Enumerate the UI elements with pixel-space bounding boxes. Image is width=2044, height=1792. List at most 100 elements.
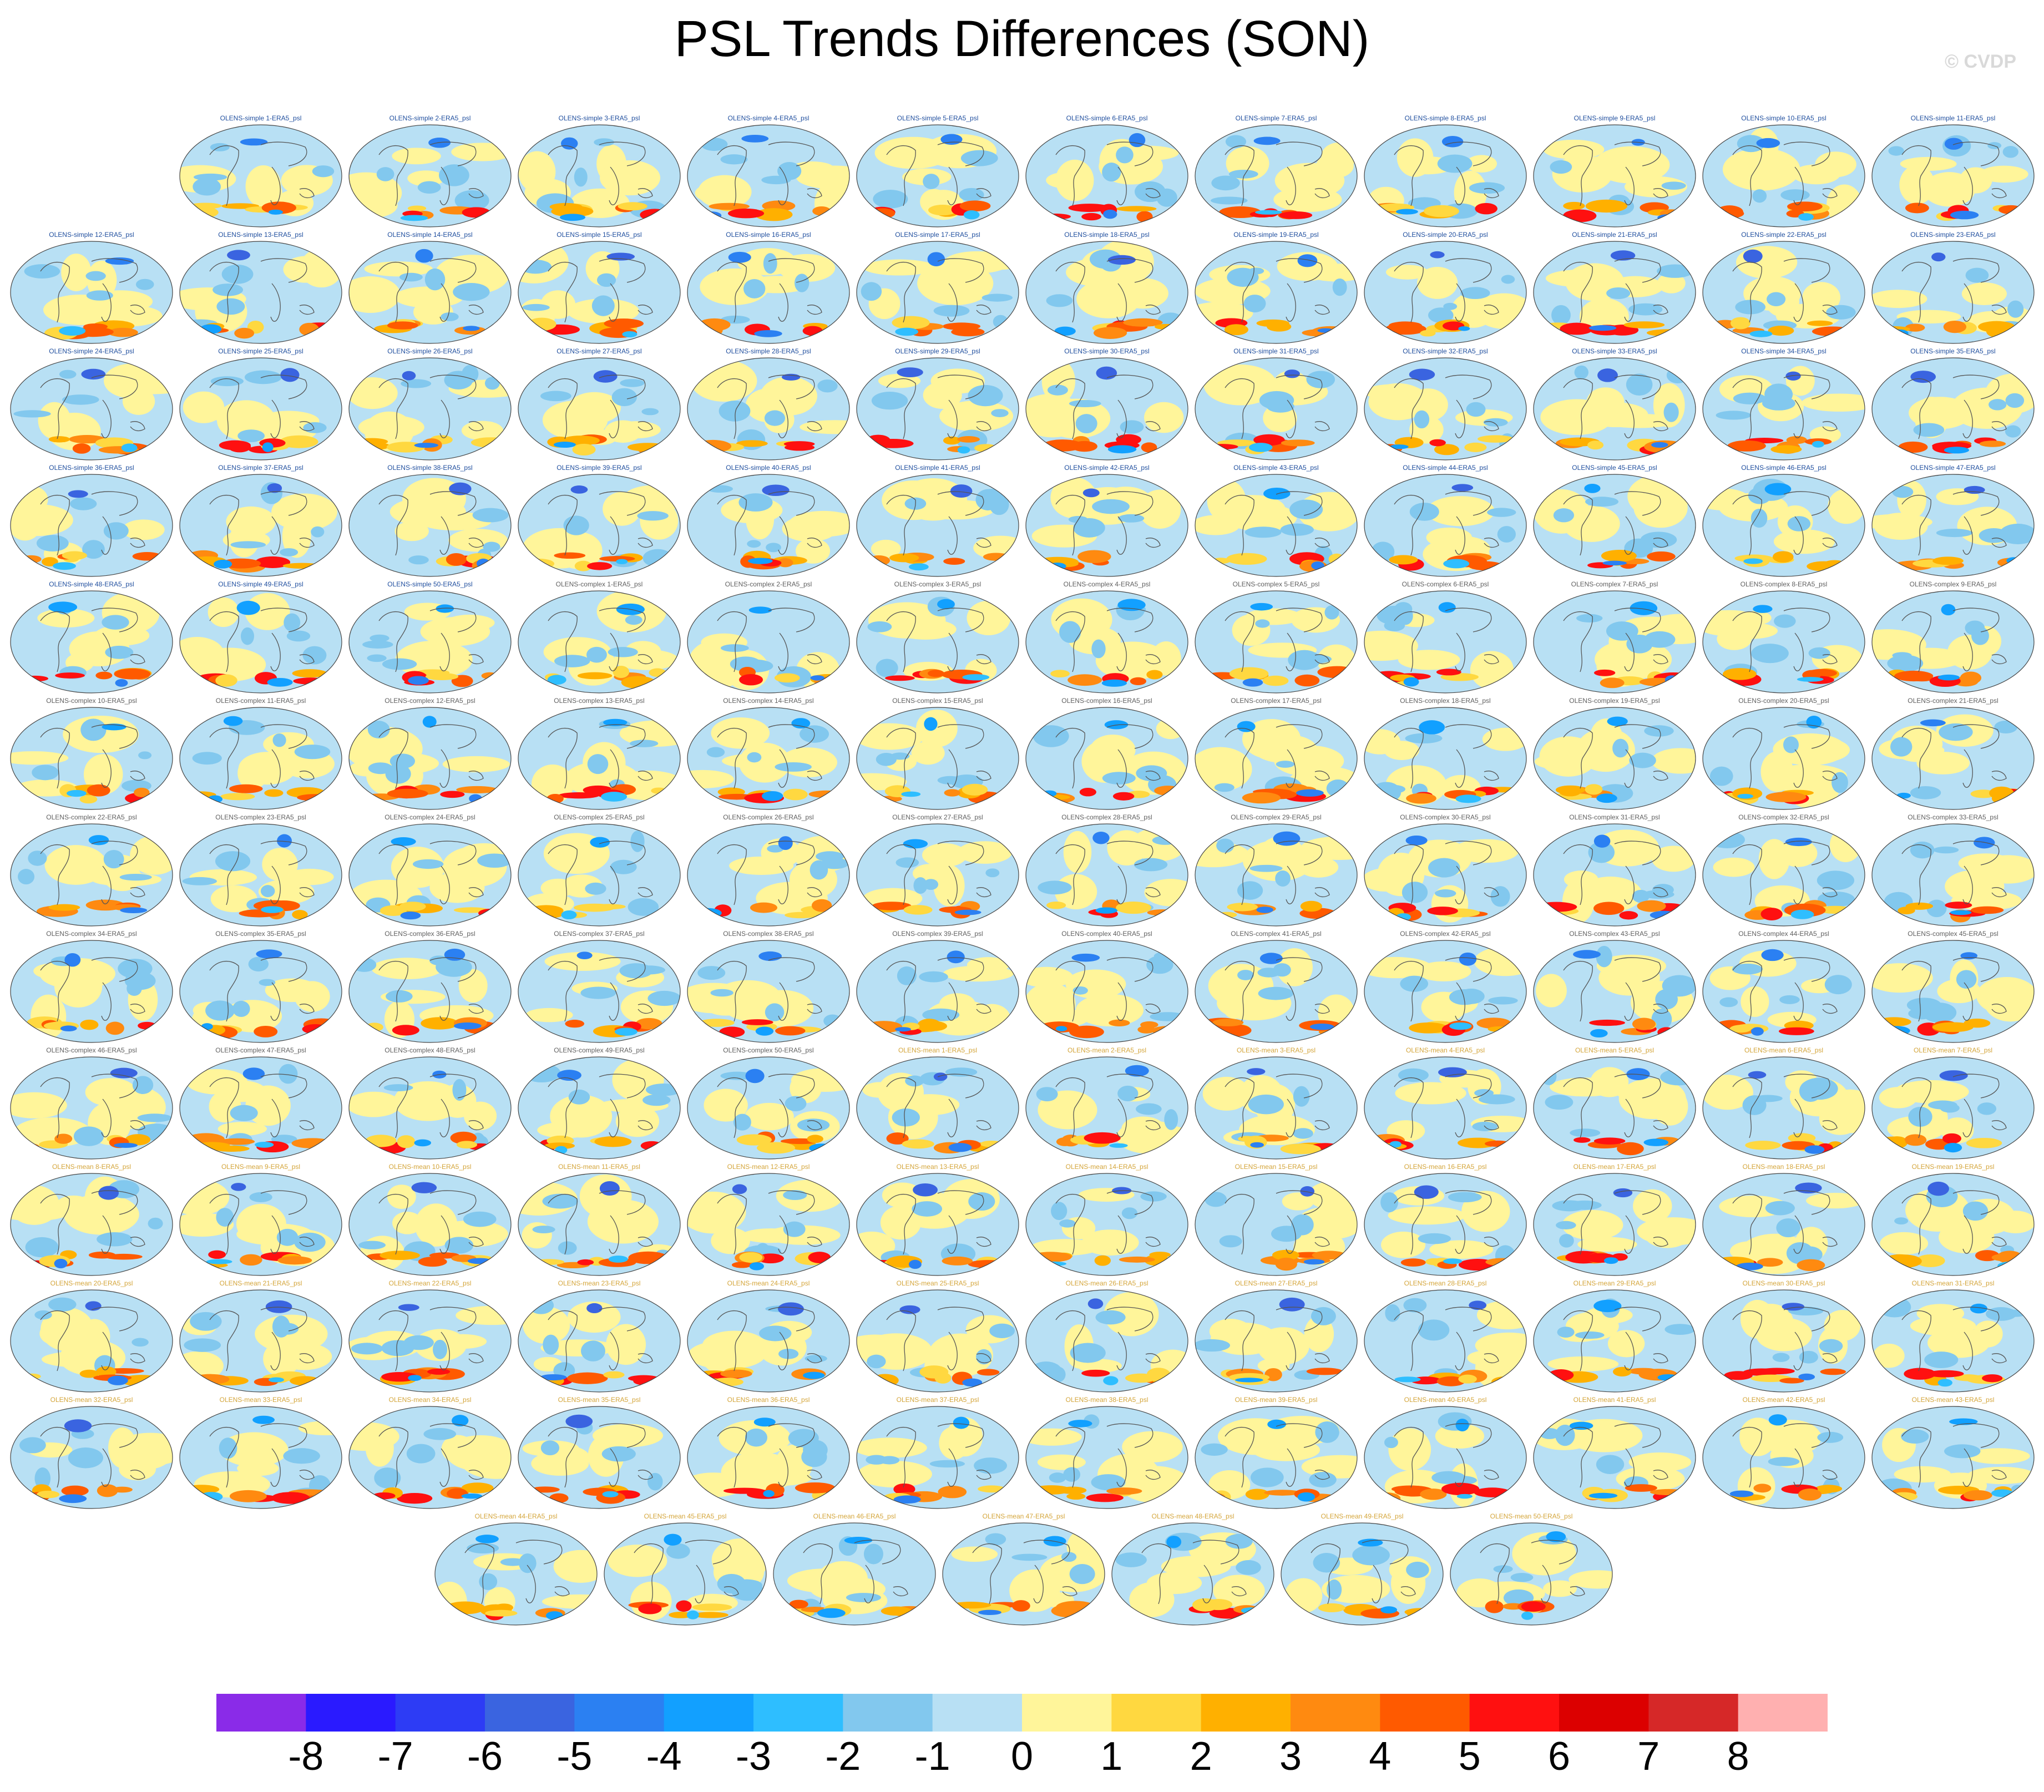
globe-map	[348, 1289, 512, 1393]
panel-title: OLENS-mean 46-ERA5_psl	[813, 1512, 896, 1520]
globe-map	[10, 1406, 173, 1509]
panel-title: OLENS-simple 16-ERA5_psl	[726, 231, 811, 239]
map-panel: OLENS-mean 35-ERA5_psl	[516, 1395, 682, 1512]
globe-map	[1533, 1289, 1696, 1393]
panel-title: OLENS-complex 6-ERA5_psl	[1402, 580, 1489, 588]
panel-title: OLENS-simple 29-ERA5_psl	[895, 347, 980, 355]
panel-title: OLENS-mean 24-ERA5_psl	[727, 1279, 810, 1287]
globe-map	[1533, 707, 1696, 810]
map-panel: OLENS-simple 32-ERA5_psl	[1362, 347, 1529, 463]
globe-map	[1702, 357, 1865, 460]
panel-title: OLENS-simple 42-ERA5_psl	[1064, 464, 1150, 472]
globe-map	[518, 590, 681, 693]
map-panel: OLENS-complex 10-ERA5_psl	[8, 696, 175, 813]
panel-title: OLENS-simple 47-ERA5_psl	[1910, 464, 1996, 472]
globe-map	[687, 357, 850, 460]
map-panel: OLENS-complex 9-ERA5_psl	[1870, 580, 2036, 696]
map-panel: OLENS-complex 40-ERA5_psl	[1024, 929, 1190, 1046]
panel-title: OLENS-mean 26-ERA5_psl	[1065, 1279, 1149, 1287]
map-panel: OLENS-simple 41-ERA5_psl	[854, 463, 1021, 580]
globe-map	[1702, 707, 1865, 810]
panel-title: OLENS-complex 13-ERA5_psl	[554, 697, 645, 705]
panel-title: OLENS-simple 48-ERA5_psl	[49, 580, 134, 588]
map-panel: OLENS-simple 46-ERA5_psl	[1701, 463, 1867, 580]
panel-title: OLENS-mean 42-ERA5_psl	[1742, 1396, 1825, 1404]
map-panel: OLENS-simple 21-ERA5_psl	[1531, 230, 1698, 347]
map-panel: OLENS-complex 26-ERA5_psl	[685, 813, 852, 929]
colorbar-swatch	[664, 1694, 754, 1732]
panel-title: OLENS-mean 27-ERA5_psl	[1235, 1279, 1318, 1287]
globe-map	[518, 823, 681, 927]
panel-title: OLENS-complex 27-ERA5_psl	[892, 813, 983, 821]
globe-map	[1025, 124, 1188, 227]
panel-title: OLENS-mean 37-ERA5_psl	[896, 1396, 979, 1404]
globe-map	[856, 590, 1019, 693]
globe-map	[10, 1289, 173, 1393]
colorbar-tick-label: -1	[914, 1734, 950, 1779]
panel-title: OLENS-simple 41-ERA5_psl	[895, 464, 980, 472]
map-panel: OLENS-simple 22-ERA5_psl	[1701, 230, 1867, 347]
panel-title: OLENS-mean 33-ERA5_psl	[219, 1396, 302, 1404]
panel-title: OLENS-complex 48-ERA5_psl	[384, 1046, 475, 1054]
colorbar-swatch	[1469, 1694, 1560, 1732]
map-panel: OLENS-mean 25-ERA5_psl	[854, 1279, 1021, 1395]
map-panel: OLENS-mean 49-ERA5_psl	[1279, 1512, 1445, 1628]
globe-map	[1025, 1056, 1188, 1160]
globe-map	[1702, 940, 1865, 1043]
map-panel: OLENS-simple 42-ERA5_psl	[1024, 463, 1190, 580]
map-panel: OLENS-simple 18-ERA5_psl	[1024, 230, 1190, 347]
globe-map	[1025, 823, 1188, 927]
panel-title: OLENS-complex 11-ERA5_psl	[215, 697, 306, 705]
panel-title: OLENS-mean 41-ERA5_psl	[1573, 1396, 1656, 1404]
map-panel: OLENS-mean 41-ERA5_psl	[1531, 1395, 1698, 1512]
map-panel: OLENS-complex 2-ERA5_psl	[685, 580, 852, 696]
map-panel: OLENS-mean 6-ERA5_psl	[1701, 1046, 1867, 1162]
panel-title: OLENS-mean 30-ERA5_psl	[1742, 1279, 1825, 1287]
globe-map	[1533, 590, 1696, 693]
map-panel: OLENS-mean 36-ERA5_psl	[685, 1395, 852, 1512]
map-panel: OLENS-simple 23-ERA5_psl	[1870, 230, 2036, 347]
globe-map	[1364, 1173, 1527, 1276]
globe-map	[1533, 1406, 1696, 1509]
globe-map	[1195, 1173, 1358, 1276]
map-panel: OLENS-complex 3-ERA5_psl	[854, 580, 1021, 696]
panel-title: OLENS-complex 34-ERA5_psl	[46, 930, 137, 938]
panel-title: OLENS-mean 16-ERA5_psl	[1404, 1163, 1487, 1171]
map-panel: OLENS-complex 16-ERA5_psl	[1024, 696, 1190, 813]
panel-title: OLENS-complex 21-ERA5_psl	[1908, 697, 1999, 705]
colorbar-swatch	[1559, 1694, 1649, 1732]
globe-map	[518, 1406, 681, 1509]
globe-map	[1702, 1173, 1865, 1276]
globe-map	[179, 823, 342, 927]
globe-map	[856, 1406, 1019, 1509]
globe-map	[518, 707, 681, 810]
globe-map	[10, 590, 173, 693]
map-panel: OLENS-mean 47-ERA5_psl	[940, 1512, 1107, 1628]
panel-title: OLENS-mean 31-ERA5_psl	[1911, 1279, 1995, 1287]
panel-title: OLENS-simple 50-ERA5_psl	[387, 580, 473, 588]
map-panel: OLENS-mean 40-ERA5_psl	[1362, 1395, 1529, 1512]
panel-title: OLENS-mean 17-ERA5_psl	[1573, 1163, 1656, 1171]
panel-title: OLENS-complex 44-ERA5_psl	[1738, 930, 1829, 938]
map-panel: OLENS-simple 39-ERA5_psl	[516, 463, 682, 580]
colorbar-tick-label: -6	[467, 1734, 503, 1779]
panel-title: OLENS-simple 15-ERA5_psl	[556, 231, 642, 239]
panel-title: OLENS-simple 9-ERA5_psl	[1574, 114, 1656, 122]
colorbar-swatch	[1111, 1694, 1202, 1732]
panel-title: OLENS-complex 33-ERA5_psl	[1908, 813, 1999, 821]
panel-title: OLENS-simple 13-ERA5_psl	[218, 231, 303, 239]
panel-title: OLENS-simple 5-ERA5_psl	[897, 114, 979, 122]
colorbar	[216, 1694, 1828, 1732]
panel-title: OLENS-simple 17-ERA5_psl	[895, 231, 980, 239]
globe-map	[1533, 1056, 1696, 1160]
globe-map	[10, 357, 173, 460]
globe-map	[687, 474, 850, 577]
map-panel: OLENS-mean 39-ERA5_psl	[1193, 1395, 1359, 1512]
map-panel: OLENS-complex 22-ERA5_psl	[8, 813, 175, 929]
map-panel: OLENS-mean 22-ERA5_psl	[347, 1279, 513, 1395]
globe-map	[1195, 241, 1358, 344]
globe-map	[10, 1056, 173, 1160]
map-panel: OLENS-complex 48-ERA5_psl	[347, 1046, 513, 1162]
panel-title: OLENS-simple 11-ERA5_psl	[1910, 114, 1996, 122]
map-panel: OLENS-simple 24-ERA5_psl	[8, 347, 175, 463]
